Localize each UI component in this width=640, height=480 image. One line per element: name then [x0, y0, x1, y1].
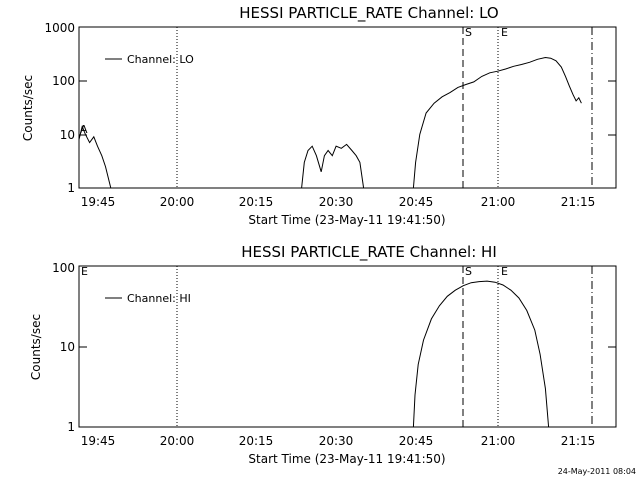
- bottom-y-axis-label: Counts/sec: [29, 314, 43, 380]
- bottom-title: HESSI PARTICLE_RATE Channel: HI: [241, 243, 497, 262]
- top-y-tick-label: 10: [60, 128, 75, 142]
- bottom-plot-frame: [78, 265, 617, 428]
- bottom-y-tick-label: 10: [60, 340, 75, 354]
- top-series-line: [78, 56, 582, 189]
- bottom-y-tick-label: 1: [67, 420, 75, 434]
- bottom-panel: HESSI PARTICLE_RATE Channel: HI 1 10 100…: [29, 243, 617, 466]
- bottom-legend-label: Channel: HI: [127, 292, 191, 305]
- top-panel: HESSI PARTICLE_RATE Channel: LO 1 10 100…: [21, 4, 617, 227]
- timestamp: 24-May-2011 08:04: [558, 467, 636, 476]
- bottom-y-axis: 1 10 100: [52, 261, 616, 434]
- bottom-x-tick-label: 20:15: [239, 434, 274, 448]
- bottom-y-tick-label: 100: [52, 261, 75, 275]
- bottom-x-tick-label: 20:00: [160, 434, 195, 448]
- bottom-series-line: [412, 280, 550, 428]
- top-corner-a-label: A: [80, 123, 88, 136]
- top-x-tick-label: 20:45: [399, 195, 434, 209]
- top-y-tick-label: 100: [52, 74, 75, 88]
- bottom-marker-e-label: E: [501, 265, 508, 278]
- top-x-tick-label: 20:30: [319, 195, 354, 209]
- top-x-tick-label: 20:15: [239, 195, 274, 209]
- top-x-tick-label: 21:00: [481, 195, 516, 209]
- bottom-x-tick-label: 21:00: [481, 434, 516, 448]
- bottom-marker-s-label: S: [465, 265, 472, 278]
- bottom-x-axis-label: Start Time (23-May-11 19:41:50): [248, 452, 445, 466]
- top-x-tick-label: 21:15: [561, 195, 596, 209]
- top-y-axis-label: Counts/sec: [21, 75, 35, 141]
- top-marker-s-label: S: [465, 26, 472, 39]
- top-x-axis: 19:45 20:00 20:15 20:30 20:45 21:00 21:1…: [81, 195, 596, 209]
- top-plot-frame: [78, 26, 617, 189]
- top-marker-e-label: E: [501, 26, 508, 39]
- top-y-tick-label: 1: [67, 181, 75, 195]
- bottom-x-tick-label: 20:45: [399, 434, 434, 448]
- top-title: HESSI PARTICLE_RATE Channel: LO: [239, 4, 498, 23]
- top-x-tick-label: 20:00: [160, 195, 195, 209]
- bottom-x-tick-label: 19:45: [81, 434, 116, 448]
- bottom-x-tick-label: 20:30: [319, 434, 354, 448]
- top-x-axis-label: Start Time (23-May-11 19:41:50): [248, 213, 445, 227]
- bottom-corner-e-label: E: [81, 265, 88, 278]
- bottom-x-axis: 19:45 20:00 20:15 20:30 20:45 21:00 21:1…: [81, 434, 596, 448]
- bottom-x-tick-label: 21:15: [561, 434, 596, 448]
- top-legend-label: Channel: LO: [127, 53, 194, 66]
- top-y-tick-label: 1000: [44, 21, 75, 35]
- top-y-axis: 1 10 100 1000: [44, 21, 616, 195]
- top-x-tick-label: 19:45: [81, 195, 116, 209]
